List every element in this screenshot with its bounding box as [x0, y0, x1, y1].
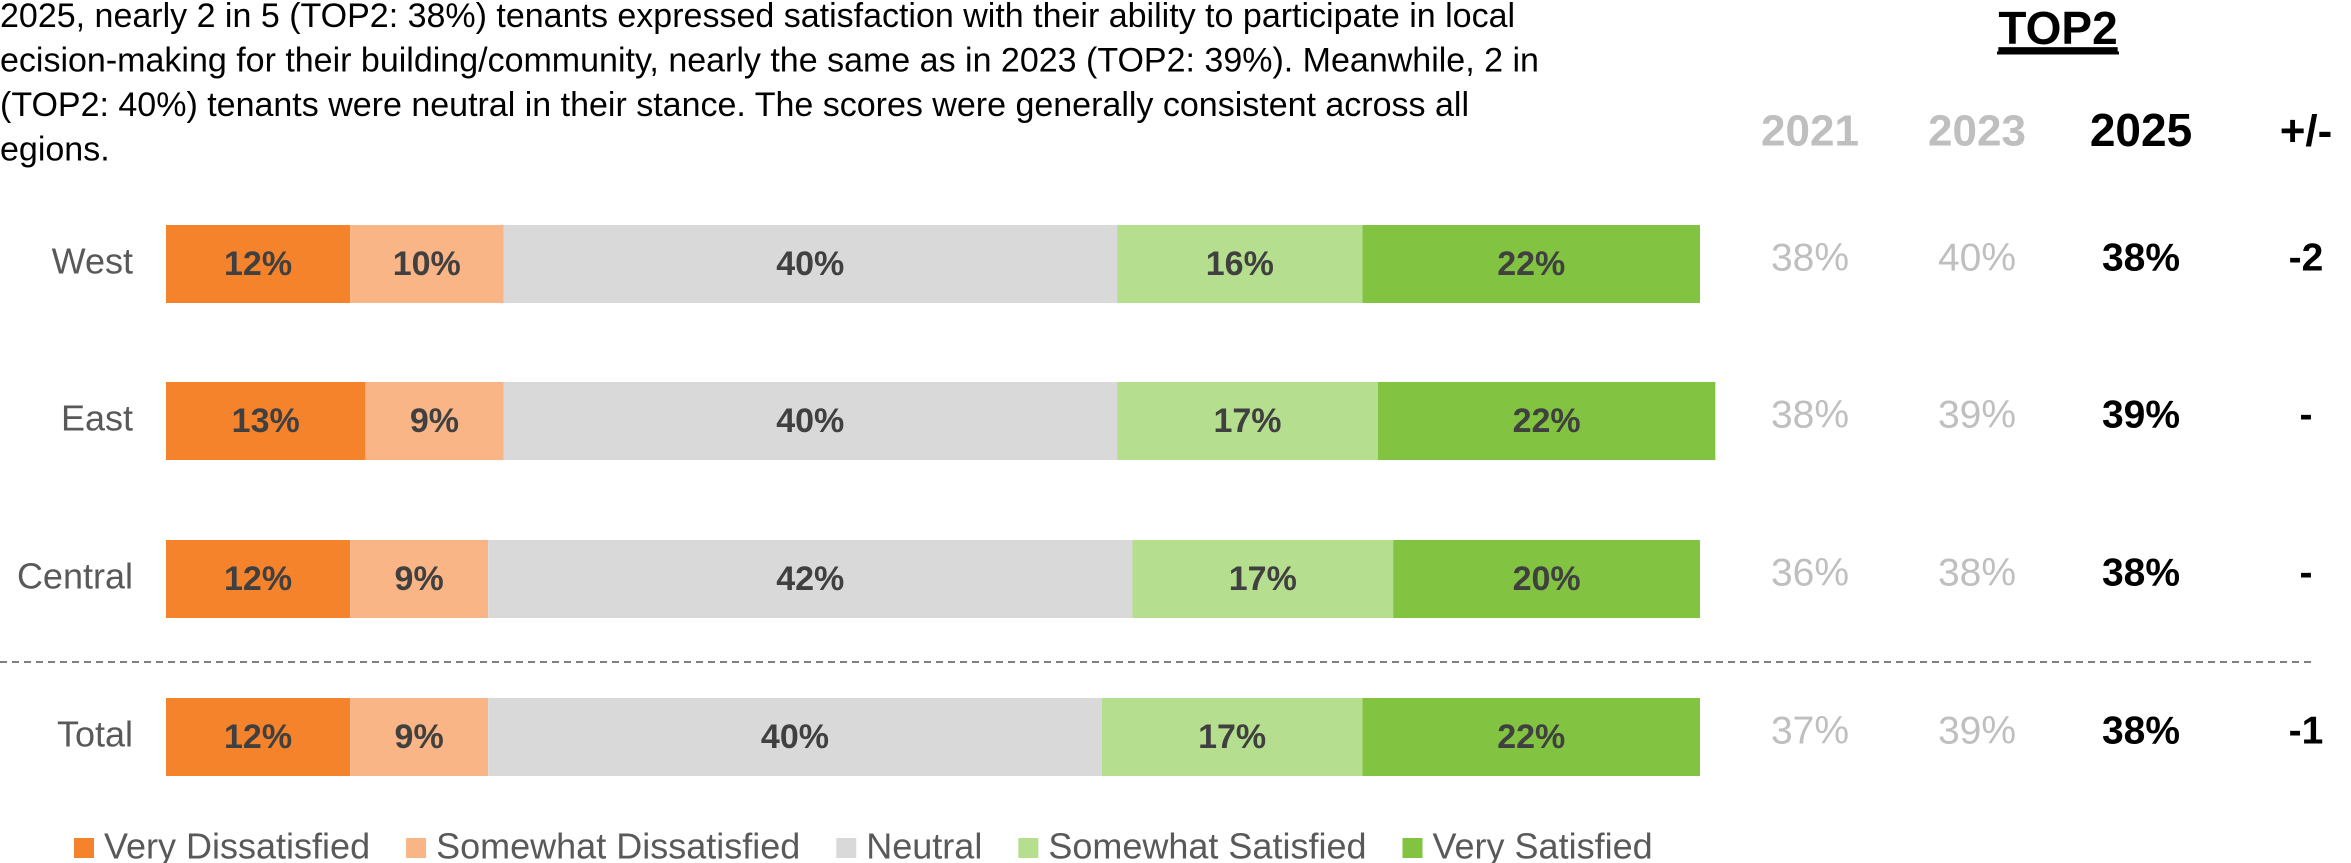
bar-segment [1132, 540, 1394, 618]
table-cell: - [2300, 393, 2313, 436]
bar-segment [488, 698, 1102, 776]
table-cell: 38% [2102, 236, 2180, 279]
table-cell: 40% [1938, 236, 2016, 279]
category-label: West [52, 241, 133, 282]
table-cell: 39% [2102, 393, 2180, 436]
data-label: 10% [393, 245, 461, 283]
bar-segment [166, 382, 366, 460]
summary-text: (TOP2: 40%) tenants were neutral in thei… [0, 86, 1469, 124]
data-label: 40% [761, 718, 829, 756]
data-label: 40% [776, 245, 844, 283]
table-cell: 38% [1938, 551, 2016, 594]
summary-text: ecision-making for their building/commun… [0, 41, 1539, 79]
data-label: 17% [1229, 560, 1297, 598]
bar-segment [350, 540, 489, 618]
bar-segment [350, 698, 489, 776]
table-cell: 38% [1771, 236, 1849, 279]
data-label: 22% [1513, 402, 1581, 440]
data-label: 42% [776, 560, 844, 598]
table-cell: 39% [1938, 393, 2016, 436]
table-cell: -2 [2289, 236, 2324, 279]
bar-segment [166, 225, 351, 303]
legend-label: Somewhat Satisfied [1048, 826, 1366, 863]
table-cell: 38% [1771, 393, 1849, 436]
data-label: 20% [1513, 560, 1581, 598]
summary-text: egions. [0, 130, 110, 168]
legend-swatch [1402, 838, 1423, 858]
table-cell: -1 [2289, 709, 2324, 752]
data-label: 17% [1198, 718, 1266, 756]
data-label: 12% [224, 245, 292, 283]
data-label: 9% [410, 402, 459, 440]
bar-segment [166, 698, 351, 776]
column-header: 2025 [2090, 104, 2192, 156]
table-cell: 37% [1771, 709, 1849, 752]
data-label: 17% [1213, 402, 1281, 440]
column-header: +/- [2280, 107, 2333, 156]
bar-segment [488, 540, 1133, 618]
bar-segment [350, 225, 504, 303]
data-label: 13% [232, 402, 300, 440]
summary-text: 2025, nearly 2 in 5 (TOP2: 38%) tenants … [0, 0, 1515, 35]
table-cell: 38% [2102, 551, 2180, 594]
legend-swatch [406, 838, 427, 858]
category-label: Total [57, 714, 133, 755]
bar-segment [1117, 225, 1363, 303]
table-cell: - [2300, 551, 2313, 594]
legend-label: Neutral [866, 826, 982, 863]
legend-label: Very Satisfied [1433, 826, 1653, 863]
bar-segment [503, 382, 1118, 460]
legend-swatch [1018, 838, 1039, 858]
data-label: 22% [1497, 718, 1565, 756]
data-label: 9% [395, 718, 444, 756]
bar-segment [503, 225, 1118, 303]
bar-segment [1362, 225, 1700, 303]
table-cell: 39% [1938, 709, 2016, 752]
column-header: 2021 [1761, 107, 1859, 156]
legend-label: Very Dissatisfied [104, 826, 370, 863]
category-label: East [61, 398, 133, 439]
bar-segment [1117, 382, 1378, 460]
data-label: 16% [1206, 245, 1274, 283]
table-title: TOP2 [1998, 2, 2117, 54]
bar-segment [1377, 382, 1716, 460]
data-label: 22% [1497, 245, 1565, 283]
bar-segment [166, 540, 351, 618]
data-label: 12% [224, 560, 292, 598]
bar-segment [1362, 698, 1700, 776]
table-cell: 36% [1771, 551, 1849, 594]
table-cell: 38% [2102, 709, 2180, 752]
bar-segment [1101, 698, 1363, 776]
column-header: 2023 [1928, 107, 2026, 156]
data-label: 40% [776, 402, 844, 440]
bar-segment [1393, 540, 1700, 618]
bar-segment [365, 382, 504, 460]
legend-swatch [836, 838, 857, 858]
category-label: Central [17, 556, 133, 597]
legend-label: Somewhat Dissatisfied [436, 826, 800, 863]
data-label: 12% [224, 718, 292, 756]
data-label: 9% [395, 560, 444, 598]
legend-swatch [74, 838, 94, 858]
